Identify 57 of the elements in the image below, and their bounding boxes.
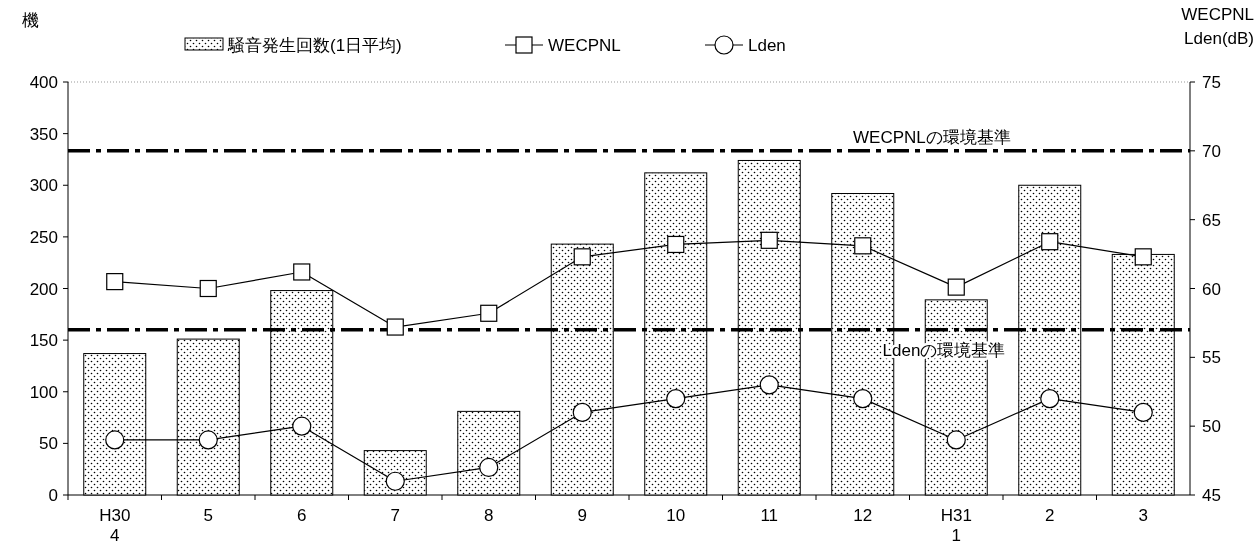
x-tick-label: 2: [1045, 506, 1055, 525]
y2-tick-label: 65: [1202, 210, 1221, 230]
x-tick-label: 3: [1138, 506, 1148, 525]
y2-axis-title: WECPNL Lden(dB): [1181, 5, 1254, 48]
legend-label: 騒音発生回数(1日平均): [227, 36, 402, 55]
y-tick-label: 50: [39, 434, 58, 454]
x-tick-label: 6: [297, 506, 307, 525]
point: [480, 304, 498, 322]
legend-label: WECPNL: [548, 36, 621, 55]
point: [1041, 233, 1059, 251]
y-tick-label: 100: [29, 382, 58, 402]
y-tick-label: 300: [29, 176, 58, 196]
x-tick-label: 7: [390, 506, 400, 525]
point: [1040, 389, 1060, 409]
y-tick-label: 400: [29, 73, 58, 92]
x-tick-label: H30 4: [99, 506, 131, 545]
y2-tick-label: 55: [1202, 348, 1221, 368]
point: [853, 389, 873, 409]
point: [947, 278, 965, 296]
point: [292, 416, 312, 436]
point: [759, 375, 779, 395]
point: [854, 237, 872, 255]
point: [667, 235, 685, 254]
x-tick-label: 11: [760, 506, 779, 525]
y2-tick-label: 60: [1202, 279, 1221, 299]
point: [1133, 402, 1153, 422]
ref-line-label: WECPNLの環境基準: [853, 127, 1011, 147]
x-tick-label: 10: [666, 506, 686, 525]
point: [572, 402, 592, 422]
y-tick-label: 0: [48, 486, 58, 505]
y2-tick-label: 75: [1202, 73, 1221, 92]
point: [573, 248, 591, 266]
y-tick-label: 200: [29, 279, 58, 299]
point: [1134, 248, 1152, 266]
x-tick-label: 9: [577, 506, 587, 525]
x-tick-label: H31 1: [940, 506, 972, 545]
y-tick-label: 250: [29, 227, 58, 247]
point: [198, 430, 218, 450]
x-tick-label: 8: [484, 506, 494, 525]
point: [666, 389, 686, 409]
y-axis-title: 機: [21, 11, 39, 30]
y-tick-label: 350: [29, 124, 58, 144]
legend-label: Lden: [748, 36, 786, 55]
point: [386, 318, 404, 336]
point: [946, 430, 966, 450]
point: [760, 231, 778, 249]
y-tick-label: 150: [29, 331, 58, 351]
y2-tick-label: 45: [1202, 486, 1221, 505]
point: [199, 279, 217, 298]
x-tick-label: 12: [853, 506, 873, 525]
point: [479, 457, 499, 478]
point: [106, 273, 124, 291]
point: [105, 430, 125, 450]
x-tick-label: 5: [203, 506, 213, 525]
y2-tick-label: 70: [1202, 141, 1221, 161]
y2-tick-label: 50: [1202, 417, 1221, 437]
point: [293, 263, 311, 281]
